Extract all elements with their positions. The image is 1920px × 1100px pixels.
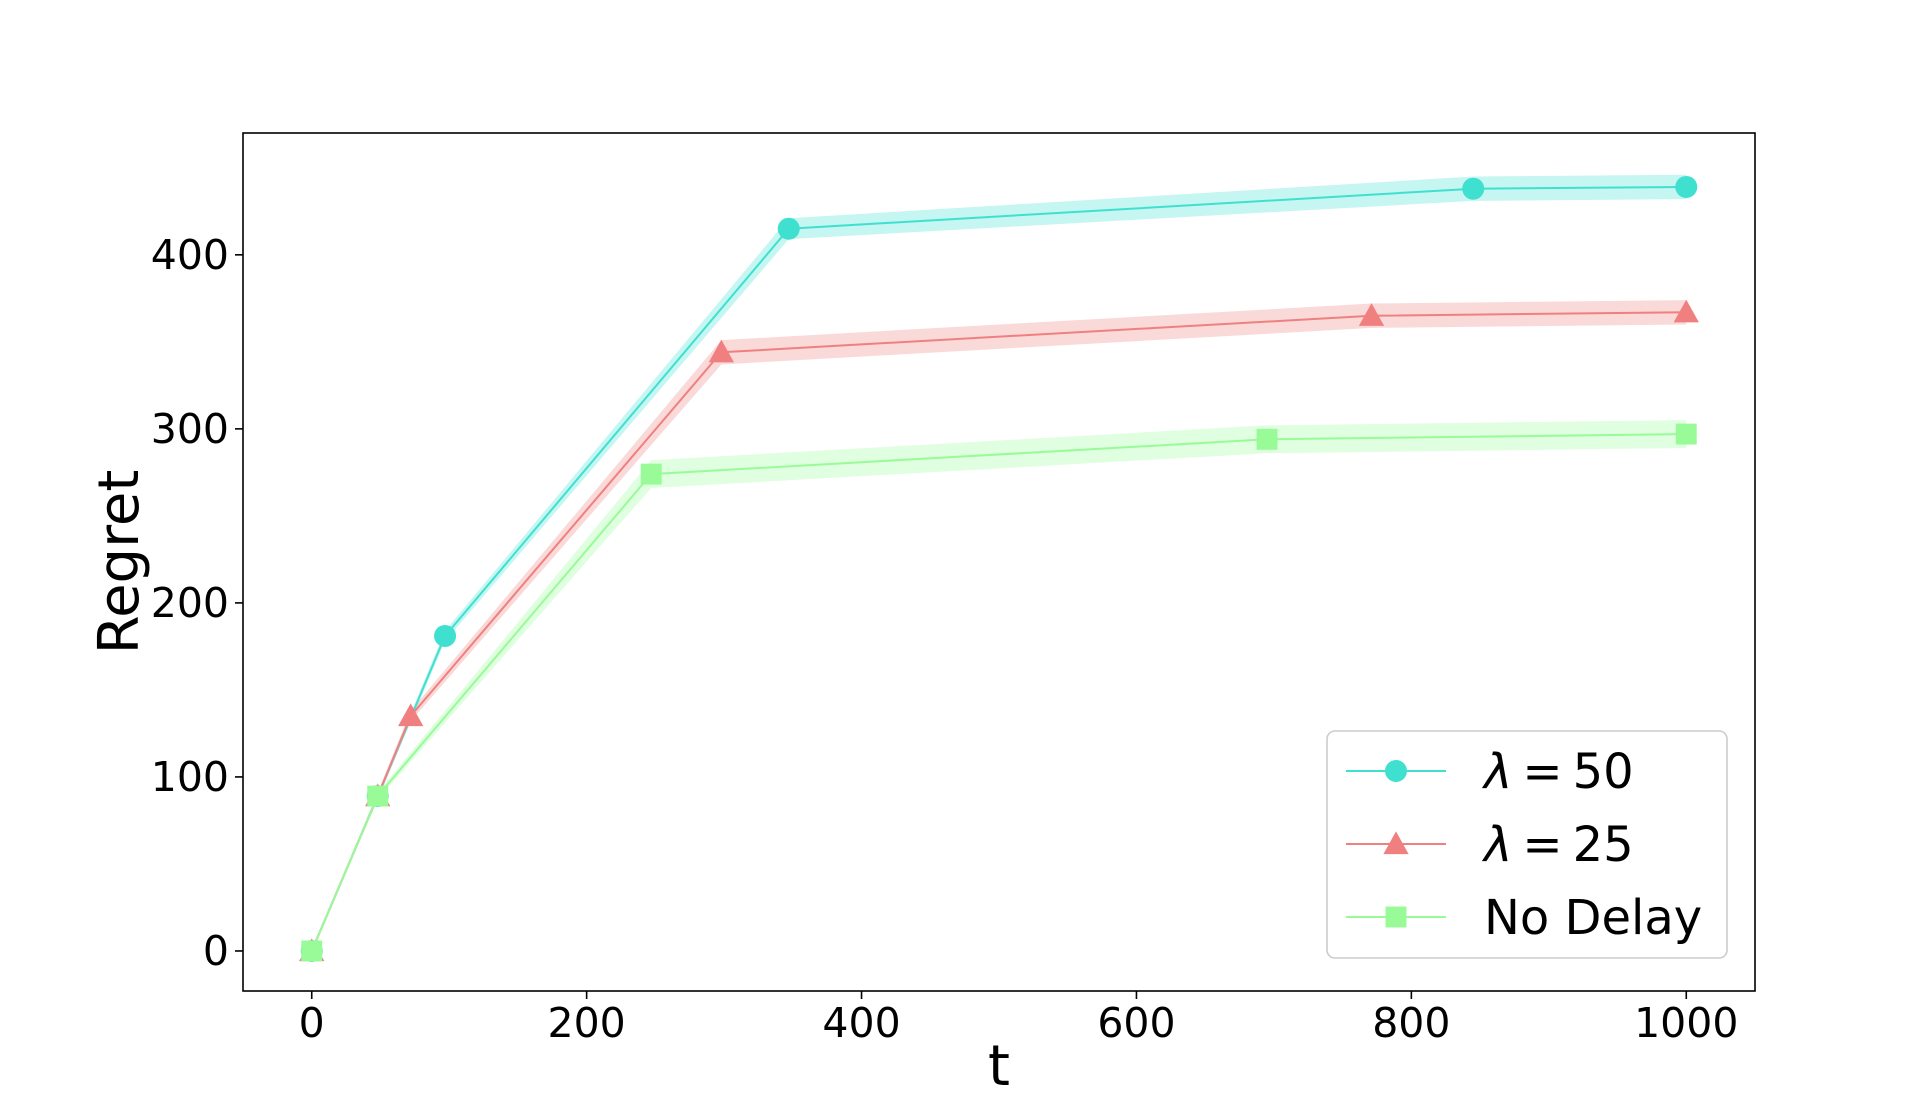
marker-triangle <box>708 339 734 363</box>
x-axis-ticks: 0 200 400 600 800 1000 <box>299 991 1738 1047</box>
y-tick-label: 400 <box>151 231 229 279</box>
marker-circle <box>1462 177 1485 200</box>
marker-triangle <box>1673 299 1699 323</box>
marker-circle <box>434 624 457 647</box>
legend-value: 50 <box>1573 744 1634 800</box>
legend-symbol: λ <box>1481 817 1512 873</box>
marker-circle <box>1675 175 1698 198</box>
y-tick-label: 100 <box>151 753 229 801</box>
legend-marker-square <box>1385 906 1407 928</box>
marker-square <box>640 463 662 485</box>
legend-label-circle: λ = 50 <box>1481 744 1634 800</box>
x-tick-label: 600 <box>1097 999 1175 1047</box>
legend-symbol: λ <box>1481 744 1512 800</box>
plot-area-frame <box>242 132 1756 992</box>
x-tick-label: 0 <box>299 999 325 1047</box>
legend-box <box>1326 730 1728 959</box>
marker-square <box>301 940 323 962</box>
legend-equals: = <box>1522 744 1562 800</box>
marker-triangle <box>398 703 424 727</box>
marker-square <box>1256 428 1278 450</box>
y-axis-title: Regret <box>87 470 152 655</box>
x-tick-label: 200 <box>548 999 626 1047</box>
y-axis-ticks: 0 100 200 300 400 <box>151 231 243 975</box>
marker-circle <box>777 217 800 240</box>
legend-value: 25 <box>1573 817 1634 873</box>
marker-square <box>367 785 389 807</box>
marker-triangle <box>1358 303 1385 326</box>
x-tick-label: 400 <box>822 999 900 1047</box>
legend-marker-triangle <box>1383 831 1409 855</box>
y-tick-label: 300 <box>151 405 229 453</box>
series-markers <box>299 175 1699 962</box>
legend-marker-circle <box>1385 760 1407 782</box>
y-tick-label: 0 <box>203 927 229 975</box>
x-tick-label: 800 <box>1372 999 1450 1047</box>
x-axis-title: t <box>988 1034 1010 1095</box>
y-tick-label: 200 <box>151 579 229 627</box>
x-tick-label: 1000 <box>1634 999 1738 1047</box>
legend-label-square: No Delay <box>1484 890 1702 946</box>
marker-square <box>1675 423 1697 445</box>
legend-equals: = <box>1522 817 1562 873</box>
legend-label-triangle: λ = 25 <box>1481 817 1634 873</box>
